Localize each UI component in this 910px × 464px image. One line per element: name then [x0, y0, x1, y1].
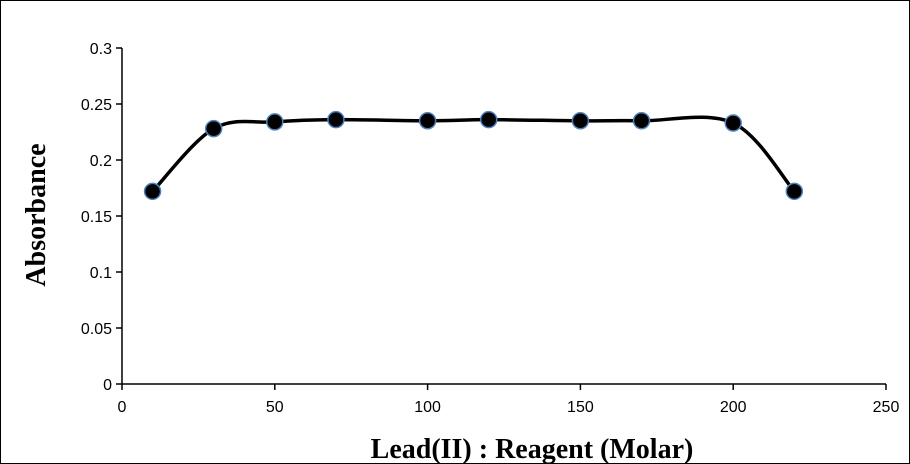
- data-point: [571, 112, 590, 130]
- data-point: [418, 112, 437, 130]
- x-tick-label: 150: [567, 399, 594, 416]
- y-tick-label: 0.1: [90, 265, 112, 282]
- x-axis-ticks: 0 50 100 150 200 250: [118, 384, 900, 416]
- data-point: [724, 114, 742, 132]
- data-point: [479, 110, 498, 129]
- data-point: [785, 182, 804, 201]
- y-tick-label: 0: [103, 377, 112, 394]
- x-tick-label: 100: [414, 399, 441, 416]
- y-tick-label: 0.2: [90, 153, 112, 170]
- x-tick-label: 250: [873, 399, 900, 416]
- data-point: [266, 113, 284, 131]
- y-axis-title: Absorbance: [21, 143, 52, 286]
- series-line: [150, 115, 797, 194]
- x-tick-label: 50: [266, 399, 284, 416]
- y-tick-label: 0.05: [81, 321, 112, 338]
- data-point: [632, 112, 651, 130]
- x-tick-label: 0: [118, 399, 127, 416]
- y-tick-label: 0.3: [90, 41, 112, 58]
- y-tick-label: 0.25: [81, 97, 112, 114]
- x-tick-label: 200: [720, 399, 747, 416]
- x-axis-title: Lead(II) : Reagent (Molar): [371, 434, 694, 464]
- data-point: [143, 182, 162, 201]
- data-points: [143, 110, 804, 201]
- y-tick-label: 0.15: [81, 209, 112, 226]
- data-point: [327, 110, 345, 129]
- data-point: [204, 119, 223, 138]
- y-axis-ticks: 0 0.05 0.1 0.15 0.2 0.25 0.3: [81, 41, 122, 394]
